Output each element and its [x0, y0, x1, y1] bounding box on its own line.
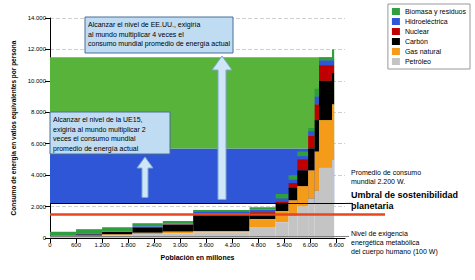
- svg-text:promedio de energía actual: promedio de energía actual: [53, 145, 139, 153]
- svg-text:exigiría al mundo multiplicar: exigiría al mundo multiplicar 2: [53, 126, 146, 134]
- svg-text:6.000: 6.000: [303, 242, 319, 248]
- svg-text:Nivel de exigencia: Nivel de exigencia: [351, 230, 408, 238]
- svg-text:3.600: 3.600: [199, 242, 215, 248]
- svg-text:12.000: 12.000: [28, 46, 47, 52]
- svg-text:14.000: 14.000: [28, 15, 47, 21]
- svg-text:4.000: 4.000: [31, 172, 47, 178]
- svg-text:Población en millones: Población en millones: [161, 254, 235, 261]
- svg-text:6.000: 6.000: [31, 141, 47, 147]
- svg-text:al mundo multiplicar 4 veces e: al mundo multiplicar 4 veces el: [88, 31, 184, 39]
- svg-text:1.200: 1.200: [95, 242, 111, 248]
- svg-text:2.400: 2.400: [147, 242, 163, 248]
- svg-text:veces el consumo mundial: veces el consumo mundial: [53, 135, 136, 142]
- svg-text:8.000: 8.000: [31, 109, 47, 115]
- svg-text:mundial 2.200 W.: mundial 2.200 W.: [351, 178, 405, 185]
- svg-text:5.400: 5.400: [277, 242, 293, 248]
- svg-text:4.200: 4.200: [225, 242, 241, 248]
- svg-text:Promedio de consumo: Promedio de consumo: [351, 169, 421, 176]
- svg-text:Petróleo: Petróleo: [405, 58, 431, 65]
- svg-text:planetaria: planetaria: [351, 201, 395, 211]
- svg-text:4.800: 4.800: [251, 242, 267, 248]
- svg-text:Alcanzar el nivel de EE.UU., e: Alcanzar el nivel de EE.UU., exigiría: [88, 21, 201, 29]
- svg-text:3.000: 3.000: [173, 242, 189, 248]
- svg-text:6.600: 6.600: [329, 242, 345, 248]
- svg-text:10.000: 10.000: [28, 78, 47, 84]
- svg-text:energética metabólica: energética metabólica: [351, 239, 420, 247]
- svg-text:Umbral de sostenibilidad: Umbral de sostenibilidad: [351, 190, 458, 200]
- svg-text:Nuclear: Nuclear: [405, 28, 430, 35]
- svg-text:Gas natural: Gas natural: [405, 48, 442, 55]
- svg-text:0: 0: [43, 235, 47, 241]
- svg-text:consumo mundial promedio de en: consumo mundial promedio de energía actu…: [88, 40, 230, 48]
- svg-text:Biomasa y residuos: Biomasa y residuos: [405, 8, 467, 16]
- svg-text:Consumo de energía en vatios e: Consumo de energía en vatios equivalente…: [10, 40, 18, 215]
- svg-text:del cuerpo humano (100 W): del cuerpo humano (100 W): [351, 248, 438, 256]
- svg-text:1.800: 1.800: [121, 242, 137, 248]
- svg-text:2.000: 2.000: [31, 204, 47, 210]
- svg-text:0: 0: [48, 242, 52, 248]
- svg-text:600: 600: [71, 242, 82, 248]
- svg-text:Carbón: Carbón: [405, 38, 428, 45]
- svg-text:Hidroeléctrica: Hidroeléctrica: [405, 18, 448, 25]
- svg-text:Alcanzar el nivel de la UE15,: Alcanzar el nivel de la UE15,: [53, 116, 143, 123]
